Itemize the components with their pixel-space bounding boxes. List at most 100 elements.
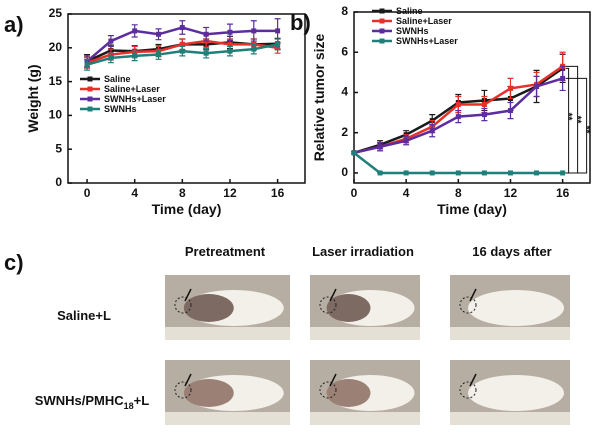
mouse-body: [468, 375, 564, 411]
marker: [179, 25, 185, 31]
x-tick-label: 4: [131, 186, 138, 200]
marker: [132, 53, 138, 59]
marker: [403, 170, 409, 176]
marker: [227, 29, 233, 35]
panel-label: b): [290, 10, 311, 35]
axes-frame: [353, 11, 591, 184]
legend-marker: [87, 86, 93, 92]
x-tick-label: 0: [84, 186, 91, 200]
marker: [377, 144, 383, 150]
legend-label: SWNHs+Laser: [104, 94, 166, 104]
legend-marker: [379, 8, 385, 14]
marker: [179, 48, 185, 54]
tumor-circle: [459, 381, 477, 399]
marker: [203, 50, 209, 56]
column-header: 16 days after: [472, 244, 552, 259]
marker: [203, 31, 209, 37]
y-tick-label: 8: [341, 4, 348, 18]
arrow: [184, 288, 192, 302]
x-tick-label: 8: [455, 186, 462, 200]
tumor-circle: [174, 296, 192, 314]
y-tick-label: 5: [55, 141, 62, 155]
legend-marker: [379, 28, 385, 34]
marker: [156, 52, 162, 58]
marker: [481, 170, 487, 176]
marker: [507, 170, 513, 176]
y-axis-label: Weight (g): [25, 64, 41, 132]
legend-label: Saline+Laser: [396, 16, 452, 26]
significance-bracket: [565, 67, 570, 174]
marker: [251, 46, 257, 52]
row-label-part: +L: [134, 393, 150, 408]
marker: [507, 108, 513, 114]
photo-ruler: [450, 327, 570, 340]
legend-label: Saline: [104, 74, 131, 84]
tumor-circle: [319, 296, 337, 314]
photos: [165, 275, 570, 425]
series-line: [353, 151, 563, 175]
annotation: **: [581, 126, 592, 134]
y-tick-label: 20: [49, 40, 63, 54]
annotation: **: [563, 113, 574, 121]
marker: [156, 31, 162, 37]
legend-label: SWNHs: [396, 26, 429, 36]
marker: [108, 38, 114, 44]
y-tick-label: 2: [341, 125, 348, 139]
x-tick-label: 12: [223, 186, 237, 200]
row-label: Saline+L: [57, 308, 111, 323]
photo-ruler: [450, 412, 570, 425]
marker: [377, 170, 383, 176]
photo-ruler: [310, 412, 420, 425]
x-axis-label: Time (day): [437, 201, 507, 217]
legend-label: SWNHs+Laser: [396, 36, 458, 46]
arrow: [329, 288, 337, 302]
y-axis-label: Relative tumor size: [311, 33, 327, 161]
marker: [227, 48, 233, 54]
tumor-circle: [459, 296, 477, 314]
marker: [108, 55, 114, 61]
photo-ruler: [165, 412, 290, 425]
y-tick-label: 6: [341, 44, 348, 58]
mouse-patch: [183, 294, 234, 322]
row-label-part: SWNHs/PMHC: [35, 393, 124, 408]
marker: [227, 41, 233, 47]
photo-ruler: [165, 327, 290, 340]
y-tick-label: 15: [49, 74, 63, 88]
marker: [455, 170, 461, 176]
marker: [560, 170, 566, 176]
marker: [507, 85, 513, 91]
arrow: [329, 373, 337, 387]
marker: [455, 114, 461, 120]
significance-bracket: [565, 77, 588, 174]
legend-label: Saline+Laser: [104, 84, 160, 94]
y-tick-label: 10: [49, 108, 63, 122]
marker: [481, 112, 487, 118]
marker: [179, 41, 185, 47]
panel-label: c): [4, 250, 24, 275]
marker: [275, 28, 281, 34]
panel-label: a): [4, 12, 24, 37]
marker: [429, 170, 435, 176]
marker: [403, 138, 409, 144]
marker: [455, 102, 461, 108]
y-tick-label: 4: [341, 85, 348, 99]
arrow: [469, 373, 477, 387]
axes-frame: [67, 13, 306, 184]
arrow: [184, 373, 192, 387]
annotation: **: [572, 116, 583, 124]
marker: [560, 75, 566, 81]
marker: [534, 83, 540, 89]
row-label-sub: 18: [124, 401, 134, 411]
x-tick-label: 16: [271, 186, 285, 200]
x-tick-label: 16: [556, 186, 570, 200]
legend-marker: [87, 76, 93, 82]
x-tick-label: 0: [351, 186, 358, 200]
marker: [429, 128, 435, 134]
x-axis-label: Time (day): [152, 201, 222, 217]
marker: [251, 28, 257, 34]
marker: [84, 62, 90, 68]
legend-label: Saline: [396, 6, 423, 16]
legend-marker: [379, 18, 385, 24]
marker: [481, 102, 487, 108]
